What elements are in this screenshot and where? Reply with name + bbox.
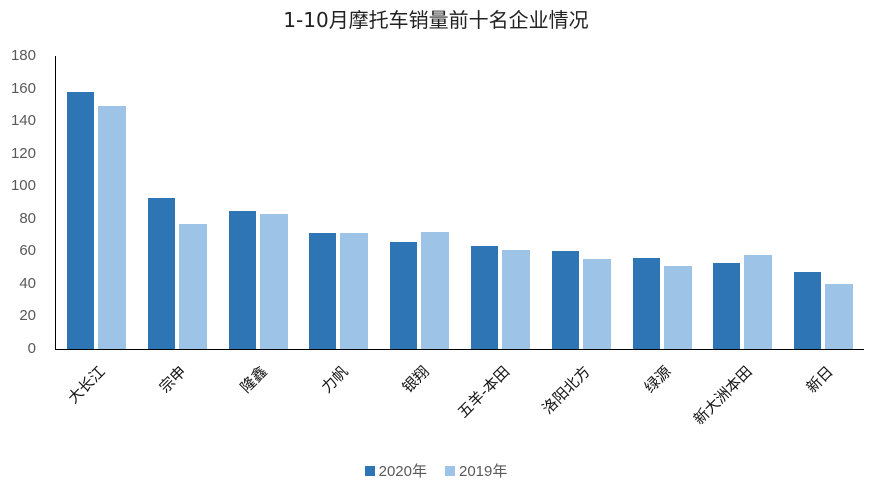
legend-label: 2020年 [378,463,427,480]
x-tick-label: 新大洲本田 [689,362,756,429]
y-tick-label: 180 [10,47,36,64]
legend-item: 2020年 [364,460,427,481]
bar-2020 [551,251,579,349]
y-tick-label: 140 [10,112,36,130]
bar-2020 [713,262,741,349]
legend-label: 2019年 [459,463,508,480]
legend: 2020年 2019年 [0,460,872,481]
x-tick-label: 洛阳北方 [538,362,594,418]
bar-2019 [340,233,369,349]
x-tick-label: 五羊-本田 [454,362,514,422]
bar-2019 [421,231,450,349]
bar-2020 [632,257,660,349]
y-tick-label: 100 [10,177,36,195]
x-axis-line [55,349,864,350]
y-tick-label: 160 [10,79,36,97]
bar-2019 [825,283,854,349]
bar-2020 [147,197,175,349]
bar-2020 [67,91,94,349]
bar-2020 [390,241,418,349]
bar-2020 [794,272,822,349]
x-tick-label: 银翔 [398,362,433,397]
legend-swatch-icon [364,465,375,476]
x-tick-label: 新日 [802,362,837,397]
y-tick-label: 0 [27,340,36,357]
x-tick-label: 大长江 [64,362,110,408]
y-axis-line [55,56,56,349]
bar-2020 [309,233,337,349]
bar-2019 [98,106,126,349]
bar-2019 [744,254,773,349]
bar-2019 [663,265,692,349]
y-tick-label: 60 [19,242,36,260]
bar-2020 [228,210,256,349]
bar-2020 [471,246,498,349]
x-tick-label: 力帆 [317,362,352,397]
bar-2019 [259,213,288,349]
y-tick-label: 20 [19,307,36,325]
x-tick-label: 绿源 [640,362,675,397]
chart-title: 1-10月摩托车销量前十名企业情况 [283,8,589,32]
bar-2019 [582,259,611,349]
legend-item: 2019年 [445,460,507,481]
x-tick-label: 宗申 [155,362,190,397]
y-tick-label: 40 [19,274,36,292]
bar-2019 [178,223,207,349]
y-tick-label: 120 [10,144,36,162]
legend-swatch-icon [445,465,455,476]
bar-2019 [502,249,530,349]
y-tick-label: 80 [19,209,36,227]
x-tick-label: 隆鑫 [236,362,271,397]
